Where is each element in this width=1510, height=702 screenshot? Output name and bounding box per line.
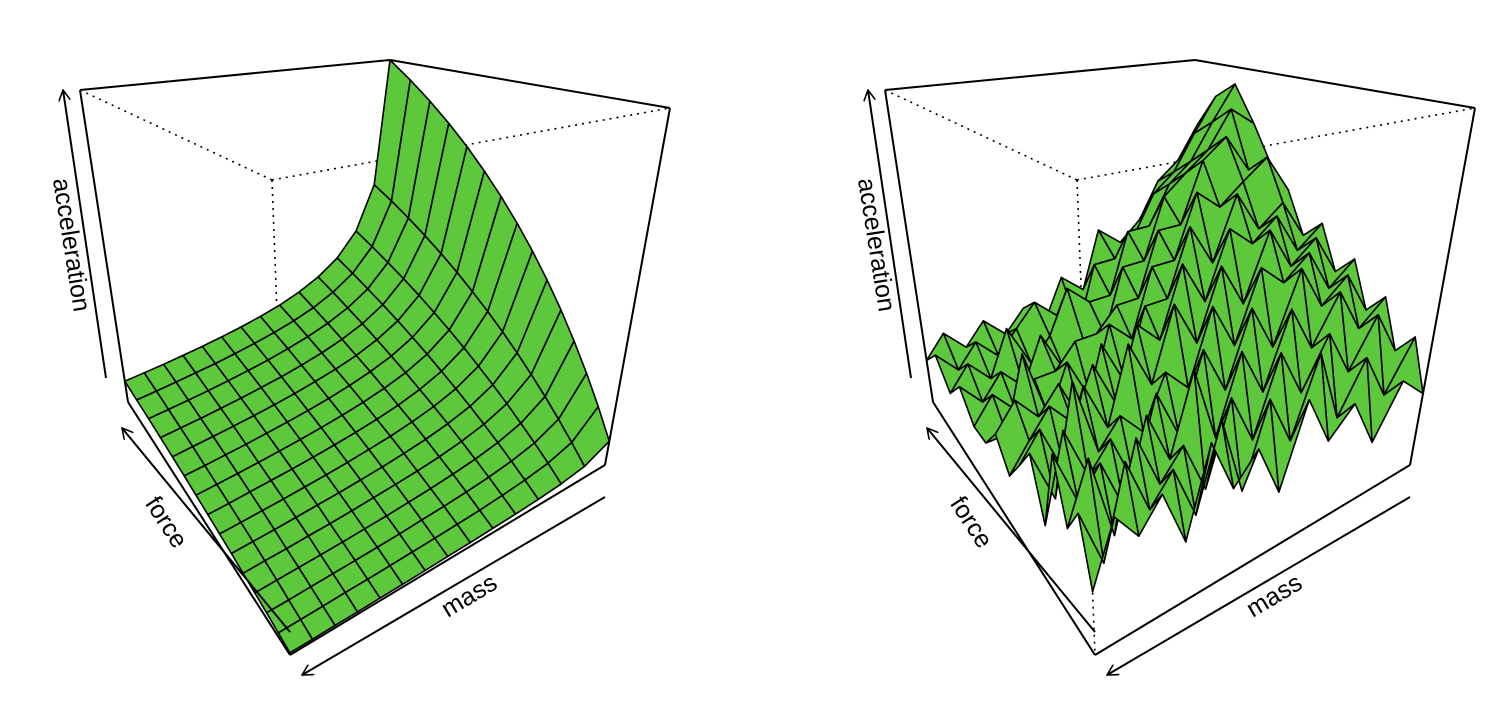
y-axis-label: force <box>944 491 998 553</box>
box-edge <box>884 59 1196 91</box>
box-edge <box>1194 59 1476 109</box>
surface-facet <box>1077 512 1116 593</box>
box-edge <box>289 464 606 656</box>
box-edge <box>271 107 671 181</box>
axis-arrow <box>868 90 912 379</box>
box-edge <box>604 107 671 466</box>
box-edge <box>79 89 129 403</box>
axis-arrow <box>63 90 107 379</box>
box-edge <box>389 59 671 109</box>
box-edge <box>884 89 934 403</box>
axis-arrow <box>927 428 1096 633</box>
box-edge <box>932 401 1096 656</box>
axis-arrow <box>1107 496 1411 676</box>
box-edge <box>884 89 1078 181</box>
box-edge <box>79 59 391 91</box>
z-axis-label: acceleration <box>47 176 96 314</box>
box-edge <box>127 401 291 656</box>
box-edge <box>1076 107 1476 181</box>
box-edge <box>79 89 273 181</box>
box-edge <box>1094 464 1411 656</box>
z-axis-label: acceleration <box>852 176 901 314</box>
axis-arrow <box>302 496 606 676</box>
y-axis-label: force <box>139 491 193 553</box>
axis-arrow <box>122 428 291 633</box>
box-edge <box>1409 107 1476 466</box>
